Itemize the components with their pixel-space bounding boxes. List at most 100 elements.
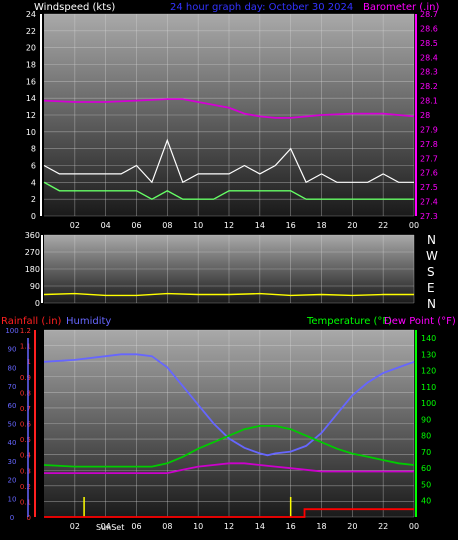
temperature-tick-label: 120 xyxy=(421,367,436,376)
compass-label-n-bottom: N xyxy=(427,297,436,311)
x-tick-label: 10 xyxy=(193,221,203,230)
x-tick-label: 06 xyxy=(131,221,141,230)
humidity-axis-title: Humidity xyxy=(66,316,111,327)
x-tick-label: 04 xyxy=(101,221,111,230)
rainfall-tick-label: 1.2 xyxy=(20,327,31,335)
rainfall-tick-label: 0.1 xyxy=(20,498,31,506)
barometer-axis-title: Barometer (.in) xyxy=(363,2,439,13)
humidity-tick-label: 0 xyxy=(10,514,14,522)
direction-tick-label: 270 xyxy=(25,248,40,257)
temperature-tick-label: 60 xyxy=(421,464,431,473)
barometer-tick-label: 27.8 xyxy=(420,140,438,149)
temperature-tick-label: 140 xyxy=(421,334,436,343)
wind-gust-line xyxy=(43,138,414,184)
windspeed-tick-label: 2 xyxy=(31,195,36,204)
series-layer xyxy=(43,98,415,518)
barometer-tick-label: 27.7 xyxy=(420,154,438,163)
x-tick-label: 04 xyxy=(101,522,111,531)
humidity-tick-label: 70 xyxy=(8,383,17,391)
dew-point-line xyxy=(44,462,414,475)
humidity-line xyxy=(43,353,415,457)
compass-label-e: E xyxy=(427,281,435,295)
windspeed-tick-label: 18 xyxy=(26,61,36,70)
barometer-tick-label: 27.3 xyxy=(420,212,438,221)
wind-direction-line xyxy=(43,292,414,297)
temperature-tick-label: 40 xyxy=(421,497,431,506)
barometer-tick-label: 28.2 xyxy=(420,82,438,91)
rainfall-axis-title: Rainfall (.in) xyxy=(1,316,62,327)
barometer-tick-label: 27.6 xyxy=(420,169,438,178)
x-tick-label: 18 xyxy=(316,221,326,230)
compass-label-s: S xyxy=(427,265,435,279)
graph-day-title: 24 hour graph day: October 30 2024 xyxy=(170,2,353,13)
windspeed-tick-label: 24 xyxy=(26,10,36,19)
rainfall-tick-label: 0.9 xyxy=(20,374,31,382)
x-tick-label: 06 xyxy=(131,522,141,531)
dewpoint-axis-title: Dew Point (°F) xyxy=(384,316,456,327)
barometer-tick-label: 28.4 xyxy=(420,53,438,62)
barometer-tick-label: 27.4 xyxy=(420,198,438,207)
rainfall-tick-label: 0.7 xyxy=(20,405,31,413)
barometer-tick-label: 28 xyxy=(420,111,430,120)
grid-layer xyxy=(44,13,415,518)
temperature-tick-label: 50 xyxy=(421,480,431,489)
windspeed-axis-title: Windspeed (kts) xyxy=(34,2,115,13)
temperature-tick-label: 130 xyxy=(421,350,436,359)
windspeed-tick-label: 0 xyxy=(31,212,36,221)
windspeed-tick-label: 22 xyxy=(26,27,36,36)
direction-tick-label: 90 xyxy=(30,282,40,291)
x-tick-label: 20 xyxy=(347,221,357,230)
compass-label-n-top: N xyxy=(427,233,436,247)
x-tick-label: 00 xyxy=(409,522,419,531)
sunrise-sunset-label: SunSet xyxy=(96,523,124,532)
humidity-tick-label: 50 xyxy=(8,421,17,429)
windspeed-tick-label: 12 xyxy=(26,111,36,120)
temperature-tick-label: 80 xyxy=(421,432,431,441)
temperature-tick-label: 110 xyxy=(421,383,436,392)
temperature-tick-label: 100 xyxy=(421,399,436,408)
x-tick-label: 08 xyxy=(162,221,172,230)
rainfall-tick-label: 1.1 xyxy=(20,343,31,351)
humidity-tick-label: 40 xyxy=(8,439,17,447)
barometer-tick-label: 28.7 xyxy=(420,10,438,19)
barometer-tick-label: 27.5 xyxy=(420,183,438,192)
rainfall-tick-label: 0.8 xyxy=(20,389,31,397)
windspeed-tick-label: 6 xyxy=(31,162,36,171)
x-tick-label: 16 xyxy=(286,221,296,230)
x-tick-label: 16 xyxy=(286,522,296,531)
barometer-tick-label: 28.5 xyxy=(420,39,438,48)
humidity-tick-label: 90 xyxy=(8,346,17,354)
windspeed-tick-label: 10 xyxy=(26,128,36,137)
x-tick-label: 10 xyxy=(193,522,203,531)
barometer-line xyxy=(43,98,415,119)
windspeed-tick-label: 20 xyxy=(26,44,36,53)
barometer-tick-label: 28.3 xyxy=(420,68,438,77)
humidity-tick-label: 10 xyxy=(8,495,17,503)
rainfall-line xyxy=(44,508,414,518)
wind-average-line xyxy=(43,181,414,200)
temperature-axis-title: Temperature (°F) xyxy=(306,316,392,327)
barometer-tick-label: 27.9 xyxy=(420,125,438,134)
x-tick-label: 22 xyxy=(378,221,388,230)
windspeed-tick-label: 16 xyxy=(26,77,36,86)
rainfall-tick-label: 0 xyxy=(27,514,31,522)
x-tick-label: 14 xyxy=(255,221,265,230)
x-tick-label: 08 xyxy=(162,522,172,531)
rainfall-tick-label: 0.5 xyxy=(20,436,31,444)
rainfall-tick-label: 1 xyxy=(27,358,31,366)
direction-tick-label: 180 xyxy=(25,265,40,274)
x-tick-label: 00 xyxy=(409,221,419,230)
rainfall-tick-label: 0.3 xyxy=(20,467,31,475)
rainfall-tick-label: 0.6 xyxy=(20,421,32,429)
temperature-tick-label: 90 xyxy=(421,415,431,424)
direction-tick-label: 360 xyxy=(25,231,40,240)
barometer-tick-label: 28.1 xyxy=(420,97,438,106)
x-tick-label: 18 xyxy=(316,522,326,531)
humidity-tick-label: 80 xyxy=(8,364,17,372)
x-tick-label: 20 xyxy=(347,522,357,531)
windspeed-tick-label: 4 xyxy=(31,178,36,187)
x-tick-label: 22 xyxy=(378,522,388,531)
windspeed-tick-label: 8 xyxy=(31,145,36,154)
